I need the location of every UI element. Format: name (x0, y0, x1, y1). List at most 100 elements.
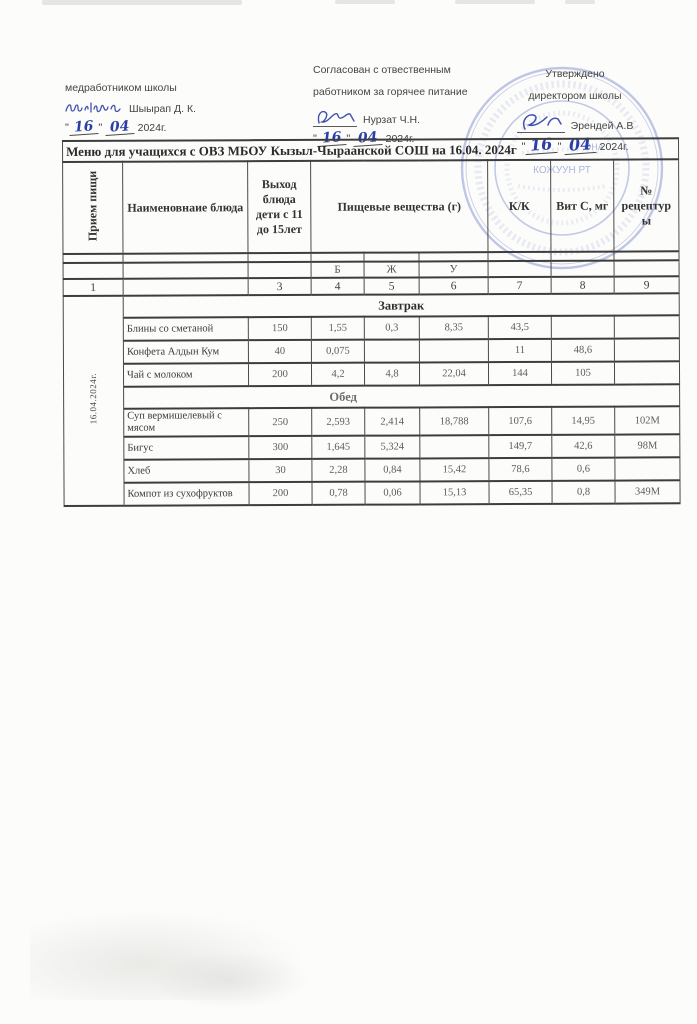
dish-value: 2,28 (311, 458, 365, 482)
dish-value (419, 339, 489, 363)
signoff-agreed-name: Нурзат Ч.Н. (363, 114, 421, 126)
dish-value: 30 (248, 458, 312, 483)
signoff-approved-date: " 16 " 04 2024г. (505, 134, 645, 156)
header-recipe: № рецептуры (613, 159, 680, 252)
header-nutrients: Пищевые вещества (г) (310, 160, 488, 253)
dish-value: 2,414 (364, 407, 420, 436)
dish-value: 349М (614, 480, 681, 504)
signoff-agreed: Согласован с отвественным работником за … (313, 64, 503, 148)
menu-table-container: Меню для учащихся с ОВЗ МБОУ Кызыл-Чыраа… (62, 137, 681, 507)
dish-value: 0,3 (364, 316, 420, 340)
quote-mark: " (557, 141, 562, 153)
dish-value: 250 (248, 407, 312, 437)
dish-value: 15,13 (419, 481, 490, 505)
menu-row: Бигус 300 1,645 5,324 149,7 42,6 98М (64, 434, 680, 460)
col-num: 4 (311, 277, 365, 295)
handwritten-month: 04 (104, 118, 136, 137)
dish-value: 0,8 (551, 480, 616, 504)
dish-value: 11 (488, 338, 552, 363)
col-num: 6 (419, 277, 489, 295)
dish-value: 0,6 (551, 457, 615, 481)
dish-value (614, 457, 681, 481)
dish-value: 78,6 (488, 457, 552, 482)
dish-name: Бигус (123, 436, 249, 460)
quote-mark: " (521, 141, 526, 153)
dish-value: 1,55 (311, 316, 365, 340)
meal-section-row: 16.04.2024г. Завтрак (63, 293, 680, 506)
quote-mark: " (98, 122, 103, 134)
dish-value: 200 (248, 362, 312, 387)
dish-value: 14,95 (551, 406, 615, 435)
dish-value: 0,06 (364, 481, 421, 505)
header-dish: Наименовнаие блюда (122, 161, 248, 254)
year-label: 2024г. (599, 141, 629, 153)
scan-artifact (335, 0, 395, 4)
menu-title-row: Меню для учащихся с ОВЗ МБОУ Кызыл-Чыраа… (62, 138, 679, 162)
dish-value: 65,35 (488, 480, 553, 505)
dish-value (364, 339, 420, 363)
dish-value: 144 (488, 361, 552, 386)
menu-row: Конфета Алдын Кум 40 0,075 11 48,6 (63, 338, 680, 364)
menu-date-vertical: 16.04.2024г. (88, 372, 99, 425)
signoff-agreed-date: " 16 " 04 2024г. (313, 129, 503, 148)
dish-value: 15,42 (419, 458, 489, 482)
dish-value: 0,78 (311, 481, 366, 505)
header-kk: К/К (487, 159, 551, 253)
menu-row: Чай с молоком 200 4,2 4,8 22,04 144 105 (63, 361, 680, 387)
scan-artifact (42, 0, 242, 5)
signoff-agreed-line1: Согласован с отвественным (313, 64, 451, 76)
dish-value: 18,788 (419, 407, 489, 436)
dish-value: 48,6 (551, 338, 615, 362)
signature-scribble (317, 110, 355, 124)
dish-value (614, 315, 680, 339)
dish-value: 1,645 (311, 435, 365, 459)
subheader-carbs: У (419, 261, 489, 278)
quote-mark: " (346, 133, 351, 145)
dish-name: Чай с молоком (123, 363, 249, 387)
dish-value: 300 (248, 435, 312, 460)
subheader-fat: Ж (364, 261, 420, 278)
col-num: 5 (364, 277, 420, 295)
quote-mark: " (65, 122, 69, 134)
signoff-approved-line2: директором школы (528, 90, 622, 102)
dish-value: 102М (614, 406, 680, 435)
menu-title: Меню для учащихся с ОВЗ МБОУ Кызыл-Чыраа… (62, 138, 679, 162)
meal-section-row: Обед (64, 384, 680, 409)
dish-value: 8,35 (419, 316, 489, 340)
dish-name: Конфета Алдын Кум (123, 340, 249, 364)
dish-value: 40 (248, 339, 312, 364)
signoff-approved: Утверждено директором школы Эрендей А.В … (505, 68, 645, 156)
col-num: 8 (551, 276, 615, 294)
signature-scribble (522, 114, 562, 130)
dish-value (614, 338, 680, 362)
dish-value: 43,5 (488, 315, 552, 340)
subheader-protein: Б (311, 261, 365, 278)
scan-artifact (30, 910, 310, 1000)
handwritten-day: 16 (68, 118, 99, 137)
menu-row: Компот из сухофруктов 200 0,78 0,06 15,13 65,… (64, 480, 681, 506)
dish-value: 0,075 (311, 339, 365, 363)
col-num: 9 (614, 276, 680, 294)
signoff-agreed-line2: работником за горячее питание (313, 86, 468, 98)
scan-artifact (455, 0, 535, 4)
signoff-med-date: " 16 " 04 2024г. (65, 118, 275, 137)
dish-name: Компот из сухофруктов (123, 482, 250, 506)
dish-value: 149,7 (488, 434, 552, 459)
header-meal: Прием пищи (62, 161, 123, 254)
signoff-med-role: медработником школы (65, 82, 177, 94)
dish-value: 22,04 (419, 362, 489, 386)
col-num: 3 (248, 277, 312, 296)
menu-body: 16.04.2024г. Завтрак Блины со сметаной 150 1… (63, 293, 681, 506)
dish-value: 0,84 (364, 458, 420, 482)
menu-row: Суп вермишелевый с мясом 250 2,593 2,414 18,… (64, 406, 680, 437)
header-vitc: Вит С, мг (550, 159, 614, 252)
year-label: 2024г. (137, 122, 167, 134)
meal-section-label: Завтрак (123, 293, 680, 318)
dish-value: 2,593 (311, 407, 365, 436)
dish-value: 98М (614, 434, 680, 458)
scan-artifact (150, 950, 310, 1010)
col-num: 7 (488, 276, 552, 295)
signoff-approved-name: Эрендей А.В (570, 120, 634, 132)
col-num: 1 (63, 278, 124, 296)
meal-section-label: Обед (123, 384, 680, 409)
